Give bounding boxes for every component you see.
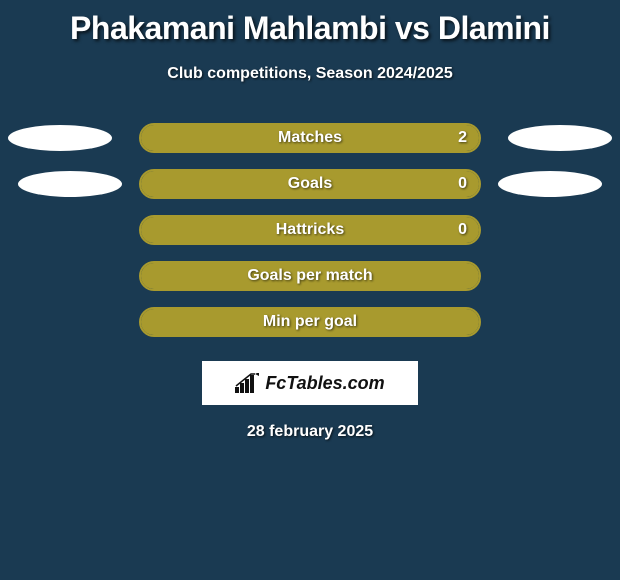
stat-bar: Hattricks 0 — [139, 215, 481, 245]
brand-text: FcTables.com — [265, 373, 384, 394]
page-title: Phakamani Mahlambi vs Dlamini — [0, 0, 620, 47]
player-marker-right — [498, 171, 602, 197]
subtitle: Club competitions, Season 2024/2025 — [0, 65, 620, 83]
chart-bars-icon — [235, 373, 261, 393]
stat-label: Goals — [288, 175, 332, 193]
brand-logo: FcTables.com — [235, 373, 384, 394]
stat-label: Goals per match — [247, 267, 372, 285]
stat-row: Goals 0 — [0, 161, 620, 207]
player-marker-left — [8, 125, 112, 151]
stat-label: Hattricks — [276, 221, 344, 239]
stat-label: Min per goal — [263, 313, 357, 331]
stat-bar: Matches 2 — [139, 123, 481, 153]
player-marker-left — [18, 171, 122, 197]
stat-row: Min per goal — [0, 299, 620, 345]
date-line: 28 february 2025 — [0, 423, 620, 441]
stat-value: 2 — [458, 129, 467, 147]
player-marker-right — [508, 125, 612, 151]
brand-logo-box: FcTables.com — [202, 361, 418, 405]
stat-row: Hattricks 0 — [0, 207, 620, 253]
stat-value: 0 — [458, 175, 467, 193]
stat-label: Matches — [278, 129, 342, 147]
stat-row: Goals per match — [0, 253, 620, 299]
stat-bar: Goals 0 — [139, 169, 481, 199]
comparison-chart: Matches 2 Goals 0 Hattricks 0 Goals per match M… — [0, 115, 620, 345]
stat-value: 0 — [458, 221, 467, 239]
stat-bar: Min per goal — [139, 307, 481, 337]
stat-row: Matches 2 — [0, 115, 620, 161]
stat-bar: Goals per match — [139, 261, 481, 291]
